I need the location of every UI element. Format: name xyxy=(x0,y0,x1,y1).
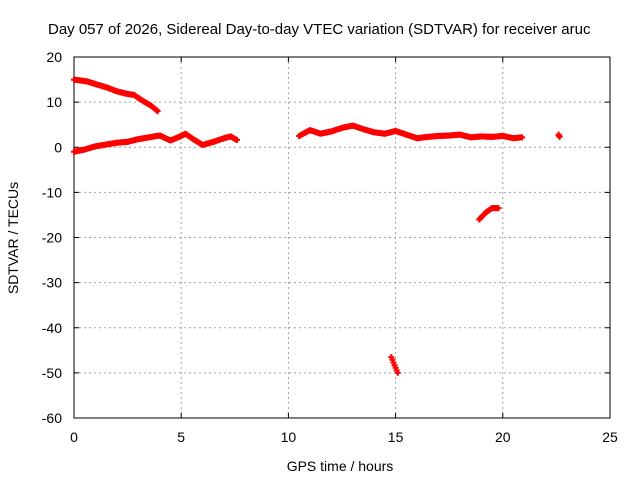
y-tick-label: 10 xyxy=(46,94,62,110)
chart-title: Day 057 of 2026, Sidereal Day-to-day VTE… xyxy=(48,21,591,38)
x-tick-label: 0 xyxy=(70,429,78,445)
x-tick-label: 15 xyxy=(388,429,404,445)
y-tick-label: -60 xyxy=(42,410,62,426)
series-arc-4 xyxy=(555,131,563,140)
y-tick-label: -40 xyxy=(42,320,62,336)
y-axis-label: SDTVAR / TECUs xyxy=(5,182,21,294)
x-axis-label: GPS time / hours xyxy=(287,458,394,474)
y-tick-label: 20 xyxy=(46,49,62,65)
x-tick-label: 25 xyxy=(602,429,618,445)
y-tick-label: 0 xyxy=(54,139,62,155)
data-point xyxy=(519,134,526,141)
data-point xyxy=(154,108,161,115)
series-arc-6 xyxy=(388,354,401,376)
grid-lines xyxy=(74,57,610,418)
series-arc-5 xyxy=(476,205,502,223)
x-tick-label: 10 xyxy=(281,429,297,445)
data-point xyxy=(495,205,502,212)
x-tick-label: 20 xyxy=(495,429,511,445)
x-tick-label: 5 xyxy=(177,429,185,445)
series-arc-1 xyxy=(71,76,161,115)
data-point xyxy=(233,137,240,144)
y-tick-label: -10 xyxy=(42,184,62,200)
y-tick-label: -20 xyxy=(42,230,62,246)
data-point xyxy=(394,369,401,376)
axis-ticks: 0 5 10 15 20 25 20 10 0 -10 -20 -30 -40 -50 -60 xyxy=(42,49,618,445)
y-tick-label: -30 xyxy=(42,275,62,291)
series-arc-3 xyxy=(296,122,526,142)
series-arc-2 xyxy=(71,130,240,155)
data-points xyxy=(71,76,563,376)
y-tick-label: -50 xyxy=(42,365,62,381)
data-point xyxy=(556,133,563,140)
